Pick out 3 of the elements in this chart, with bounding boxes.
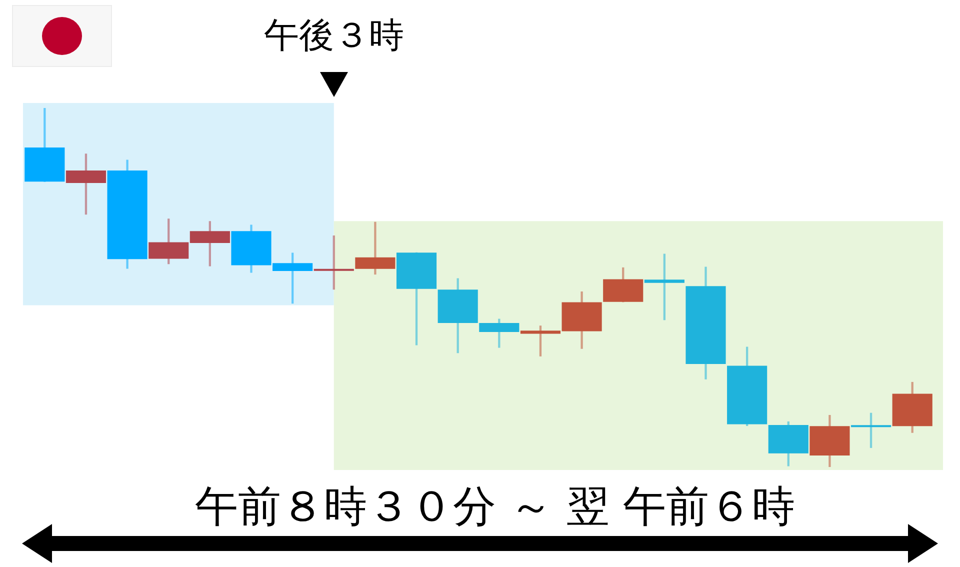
- text: 午前８時３０分 ～ 翌 午前６時: [194, 482, 796, 532]
- text: 午後３時: [264, 16, 404, 56]
- candlestick: [355, 222, 396, 275]
